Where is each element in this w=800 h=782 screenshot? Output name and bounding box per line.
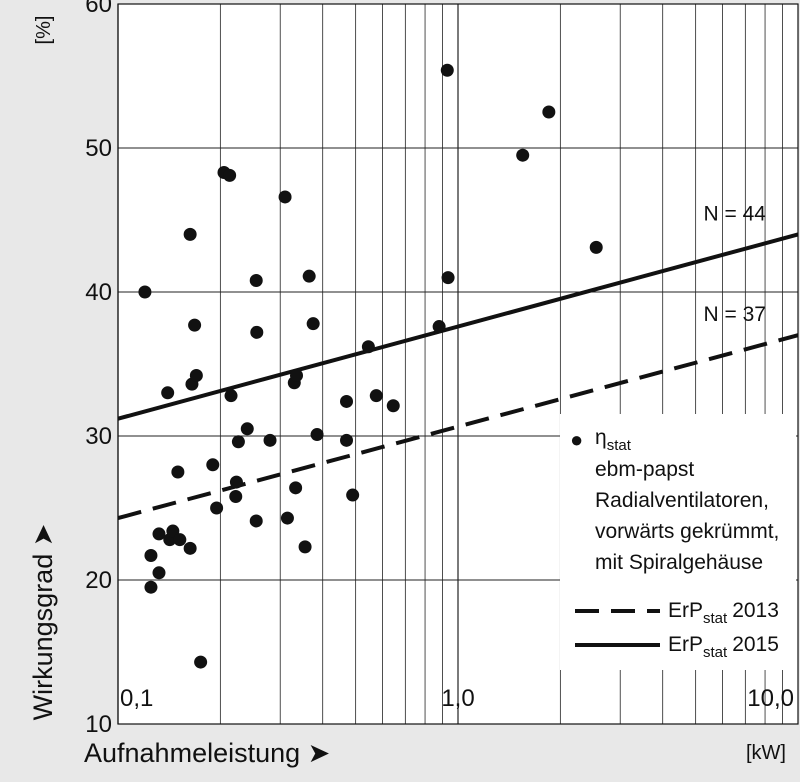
data-point xyxy=(161,386,175,400)
legend-marker: ● xyxy=(570,427,583,452)
x-tick-label: 1,0 xyxy=(441,685,474,712)
x-unit: [kW] xyxy=(746,742,786,764)
data-point xyxy=(231,435,245,449)
y-tick-label: 30 xyxy=(85,423,112,450)
data-point xyxy=(223,168,237,182)
legend: ● ηstat ebm-papst Radialventilatoren, vo… xyxy=(560,414,796,670)
x-axis-label: Aufnahmeleistung ➤ xyxy=(84,738,330,768)
data-point xyxy=(249,514,263,528)
data-point xyxy=(440,63,454,77)
legend-erp-2015: ErPstat 2015 xyxy=(668,633,779,661)
data-point xyxy=(250,325,264,339)
data-point xyxy=(263,433,277,447)
data-point xyxy=(229,475,243,489)
data-point xyxy=(302,269,316,283)
data-point xyxy=(240,422,254,436)
y-axis-label: Wirkungsgrad ➤ xyxy=(28,524,58,721)
data-point xyxy=(441,271,455,285)
erp-line xyxy=(117,232,799,421)
data-point xyxy=(173,533,187,547)
data-point xyxy=(346,488,360,502)
data-point xyxy=(340,433,354,447)
data-point xyxy=(310,428,324,442)
tick-labels: 10 20 30 40 50 60 0,1 1,0 10,0 xyxy=(85,0,794,738)
y-tick-label: 40 xyxy=(85,279,112,306)
data-point xyxy=(138,285,152,299)
data-point xyxy=(206,458,220,472)
data-point xyxy=(194,655,208,669)
y-tick-label: 10 xyxy=(85,711,112,738)
data-point xyxy=(224,389,238,403)
data-point xyxy=(189,369,203,383)
legend-desc-1: ebm-papst xyxy=(595,458,694,481)
data-point xyxy=(210,501,224,515)
erp-lines: N = 37 N = 44 xyxy=(117,202,799,521)
data-point xyxy=(144,580,158,594)
scatter-points xyxy=(138,63,603,669)
data-point xyxy=(166,524,180,538)
data-point xyxy=(369,389,383,403)
x-tick-label: 0,1 xyxy=(120,685,153,712)
y-tick-label: 20 xyxy=(85,567,112,594)
data-point xyxy=(278,190,292,204)
y-tick-label: 60 xyxy=(85,0,112,18)
legend-desc-4: mit Spiralgehäuse xyxy=(595,551,763,574)
data-point xyxy=(298,540,312,554)
data-point xyxy=(340,394,354,408)
legend-eta-label: ηstat xyxy=(595,426,632,454)
y-unit: [%] xyxy=(33,16,55,45)
data-point xyxy=(280,511,294,525)
legend-box xyxy=(560,414,796,670)
data-point xyxy=(516,148,530,162)
erp-line-label: N = 37 xyxy=(704,303,766,326)
data-point xyxy=(386,399,400,413)
erp-line xyxy=(117,333,799,521)
legend-erp-2013: ErPstat 2013 xyxy=(668,599,779,627)
data-point xyxy=(361,340,375,354)
data-point xyxy=(183,227,197,241)
data-point xyxy=(249,273,263,287)
data-point xyxy=(188,318,202,332)
erp-line-label: N = 44 xyxy=(704,202,767,225)
legend-desc-3: vorwärts gekrümmt, xyxy=(595,520,779,543)
data-point xyxy=(171,465,185,479)
data-point xyxy=(432,320,446,334)
data-point xyxy=(290,369,304,383)
data-point xyxy=(152,527,166,541)
y-tick-label: 50 xyxy=(85,135,112,162)
data-point xyxy=(542,105,556,119)
legend-desc-2: Radialventilatoren, xyxy=(595,489,769,512)
data-point xyxy=(289,481,303,495)
data-point xyxy=(183,541,197,555)
x-tick-label: 10,0 xyxy=(747,685,794,712)
data-point xyxy=(306,317,320,331)
data-point xyxy=(152,566,166,580)
plot-border xyxy=(117,3,799,725)
data-point xyxy=(144,549,158,563)
data-point xyxy=(589,240,603,254)
data-point xyxy=(229,489,243,503)
